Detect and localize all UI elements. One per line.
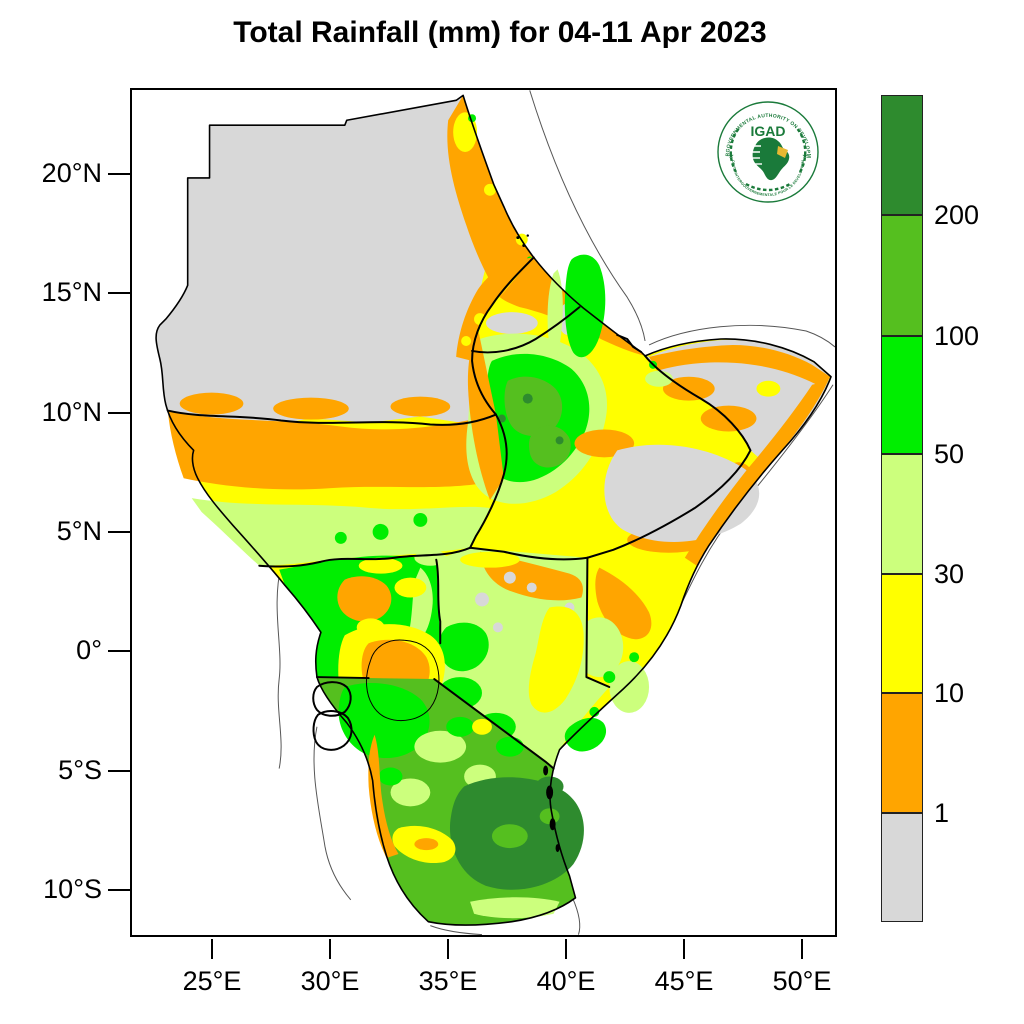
colorbar-label-1: 1 xyxy=(934,798,950,828)
lake-victoria-outline xyxy=(365,639,440,721)
colorbar-cell-50-100 xyxy=(881,336,923,454)
map-canvas xyxy=(130,88,837,937)
lat-label-15n: 15°N xyxy=(41,277,102,307)
logo-africa-emblem xyxy=(742,137,790,181)
logo-wreath xyxy=(729,126,807,192)
lon-label-40e: 40°E xyxy=(536,966,596,996)
colorbar-label-200: 200 xyxy=(934,200,980,230)
logo-star-right: ★ xyxy=(802,152,808,160)
country-borders xyxy=(166,256,752,770)
rainfall-colorbar xyxy=(881,95,923,922)
colorbar-cell-30-50 xyxy=(881,454,923,574)
colorbar-cell-gt200 xyxy=(881,95,923,215)
colorbar-cell-100-200 xyxy=(881,215,923,336)
lon-tick xyxy=(801,939,803,959)
lon-tick xyxy=(329,939,331,959)
lat-tick xyxy=(108,770,130,772)
colorbar-cell-1-10 xyxy=(881,693,923,813)
lon-tick xyxy=(565,939,567,959)
region-outline xyxy=(155,94,832,926)
rainfall-layer xyxy=(156,95,832,926)
lat-tick xyxy=(108,650,130,652)
colorbar-label-10: 10 xyxy=(934,678,965,708)
lon-tick xyxy=(447,939,449,959)
colorbar-label-100: 100 xyxy=(934,321,980,351)
lat-tick xyxy=(108,292,130,294)
colorbar-label-50: 50 xyxy=(934,439,965,469)
lon-label-50e: 50°E xyxy=(772,966,832,996)
lat-label-10s: 10°S xyxy=(43,874,102,904)
logo-acronym: IGAD xyxy=(751,123,786,139)
lat-label-5s: 5°S xyxy=(58,755,102,785)
colorbar-cell-lt1 xyxy=(881,813,923,922)
lon-label-45e: 45°E xyxy=(654,966,714,996)
lon-tick xyxy=(211,939,213,959)
map-svg xyxy=(155,90,835,935)
igad-logo: INTERGOVERNMENTAL AUTHORITY ON DEVELOPME… xyxy=(714,96,820,204)
lat-label-10n: 10°N xyxy=(41,397,102,427)
colorbar-label-30: 30 xyxy=(934,559,965,589)
lon-label-25e: 25°E xyxy=(182,966,242,996)
logo-star-left: ★ xyxy=(728,152,734,160)
lat-tick xyxy=(108,173,130,175)
lon-label-30e: 30°E xyxy=(300,966,360,996)
lon-label-35e: 35°E xyxy=(418,966,478,996)
lat-tick xyxy=(108,531,130,533)
map-title: Total Rainfall (mm) for 04-11 Apr 2023 xyxy=(233,16,767,49)
lon-tick xyxy=(683,939,685,959)
lat-tick xyxy=(108,412,130,414)
lat-label-5n: 5°N xyxy=(56,516,102,546)
lat-tick xyxy=(108,889,130,891)
colorbar-cell-10-30 xyxy=(881,574,923,693)
lat-label-20n: 20°N xyxy=(41,158,102,188)
lat-label-0: 0° xyxy=(76,635,102,665)
